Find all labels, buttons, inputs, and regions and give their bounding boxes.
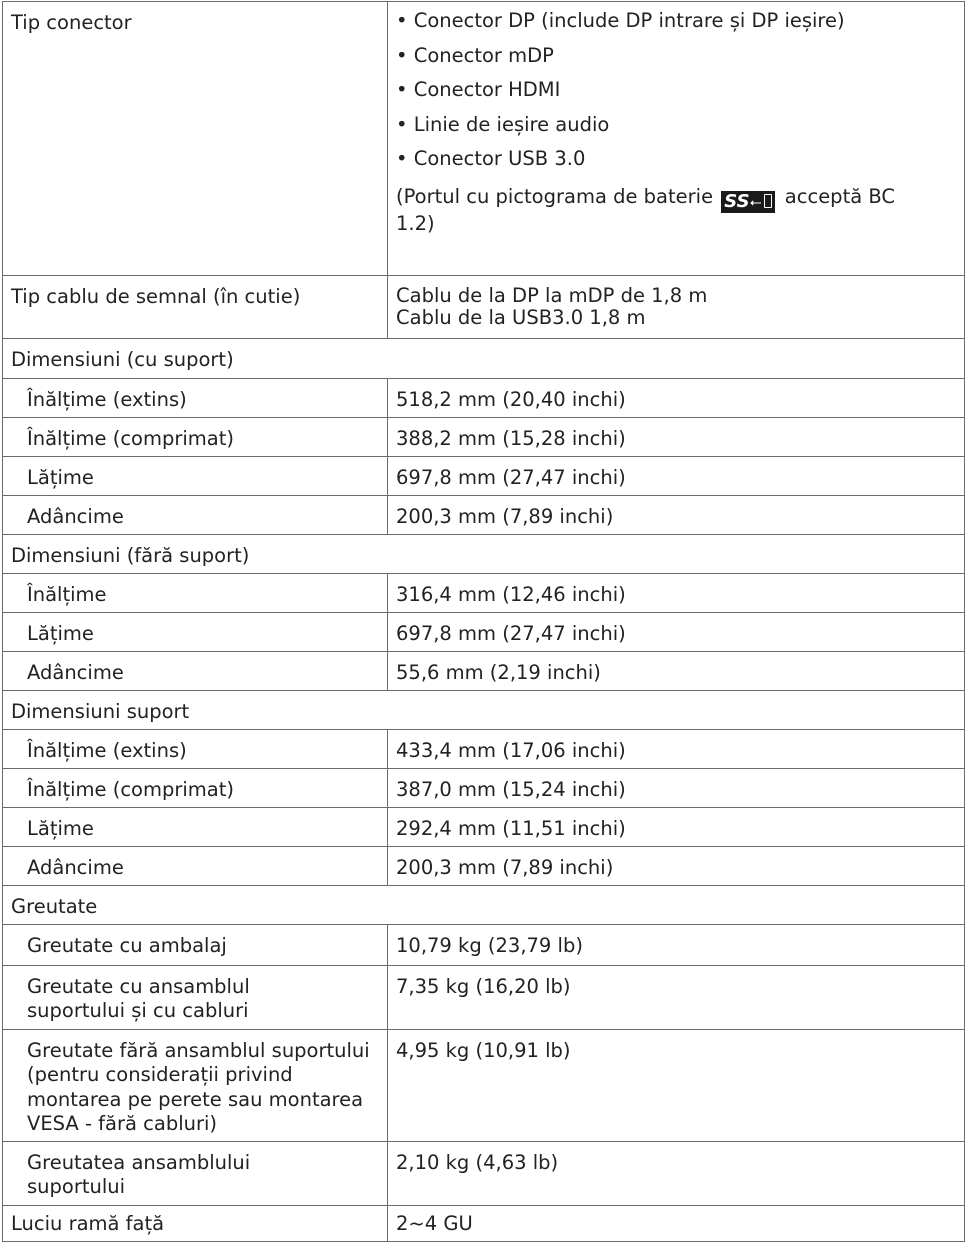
- row-value: 518,2 mm (20,40 inchi): [387, 378, 965, 418]
- row-label: Înălțime: [2, 573, 388, 613]
- list-item: • Linie de ieșire audio: [396, 112, 610, 136]
- note-text-before: (Portul cu pictograma de baterie: [396, 184, 714, 208]
- table-row: Greutate cu ansamblul suportului și cu c…: [2, 965, 965, 1030]
- signal-cable-row: Tip cablu de semnal (în cutie) Cablu de …: [2, 275, 965, 339]
- usb-ss-battery-icon: SS⭠: [721, 190, 775, 213]
- table-row: Adâncime 200,3 mm (7,89 inchi): [2, 495, 965, 535]
- gloss-label: Luciu ramă față: [2, 1205, 388, 1242]
- table-row: Lățime 697,8 mm (27,47 inchi): [2, 612, 965, 652]
- cable-line: Cablu de la USB3.0 1,8 m: [396, 306, 646, 329]
- row-label: Adâncime: [2, 495, 388, 535]
- row-label: Greutatea ansamblului suportului: [2, 1141, 388, 1206]
- connector-value: • Conector DP (include DP intrare și DP …: [387, 1, 965, 276]
- table-row: Adâncime 200,3 mm (7,89 inchi): [2, 846, 965, 886]
- row-label: Adâncime: [2, 846, 388, 886]
- table-row: Greutate fără ansamblul suportului (pent…: [2, 1029, 965, 1142]
- connector-bullet-list: • Conector DP (include DP intrare și DP …: [396, 7, 956, 180]
- row-value: 697,8 mm (27,47 inchi): [387, 612, 965, 652]
- connector-label: Tip conector: [2, 1, 388, 276]
- note-text-tail: 1.2): [396, 211, 435, 235]
- table-row: Greutatea ansamblului suportului 2,10 kg…: [2, 1141, 965, 1206]
- table-row: Adâncime 55,6 mm (2,19 inchi): [2, 651, 965, 691]
- row-value: 10,79 kg (23,79 lb): [387, 924, 965, 966]
- cable-line: Cablu de la DP la mDP de 1,8 m: [396, 284, 708, 307]
- section-header-row: Dimensiuni (fără suport): [2, 534, 965, 574]
- list-item: • Conector USB 3.0: [396, 147, 586, 171]
- row-label: Lățime: [2, 612, 388, 652]
- row-label: Greutate cu ambalaj: [2, 924, 388, 966]
- table-row: Greutate cu ambalaj 10,79 kg (23,79 lb): [2, 924, 965, 966]
- battery-port-note: (Portul cu pictograma de baterie SS⭠ acc…: [396, 180, 956, 214]
- list-item: • Conector mDP: [396, 43, 554, 67]
- section-header-row: Greutate: [2, 885, 965, 925]
- signal-cable-value: Cablu de la DP la mDP de 1,8 m Cablu de …: [387, 275, 965, 339]
- row-label: Înălțime (comprimat): [2, 417, 388, 457]
- row-label: Greutate cu ansamblul suportului și cu c…: [2, 965, 388, 1030]
- table-row: Lățime 697,8 mm (27,47 inchi): [2, 456, 965, 496]
- row-label: Înălțime (comprimat): [2, 768, 388, 808]
- row-value: 2,10 kg (4,63 lb): [387, 1141, 965, 1206]
- row-label: Lățime: [2, 456, 388, 496]
- row-value: 292,4 mm (11,51 inchi): [387, 807, 965, 847]
- row-value: 387,0 mm (15,24 inchi): [387, 768, 965, 808]
- row-value: 4,95 kg (10,91 lb): [387, 1029, 965, 1142]
- note-text-after: acceptă BC: [784, 184, 896, 208]
- list-item: • Conector DP (include DP intrare și DP …: [396, 9, 845, 32]
- connector-row: Tip conector • Conector DP (include DP i…: [2, 1, 965, 276]
- row-label: Înălțime (extins): [2, 729, 388, 769]
- row-value: 697,8 mm (27,47 inchi): [387, 456, 965, 496]
- gloss-value: 2~4 GU: [387, 1205, 965, 1242]
- row-label: Greutate fără ansamblul suportului (pent…: [2, 1029, 388, 1142]
- row-label: Lățime: [2, 807, 388, 847]
- gloss-row: Luciu ramă față 2~4 GU: [2, 1205, 965, 1242]
- table-row: Înălțime 316,4 mm (12,46 inchi): [2, 573, 965, 613]
- table-row: Înălțime (comprimat) 387,0 mm (15,24 inc…: [2, 768, 965, 808]
- row-value: 200,3 mm (7,89 inchi): [387, 495, 965, 535]
- row-label: Adâncime: [2, 651, 388, 691]
- list-item: • Conector HDMI: [396, 78, 561, 102]
- row-value: 200,3 mm (7,89 inchi): [387, 846, 965, 886]
- row-value: 55,6 mm (2,19 inchi): [387, 651, 965, 691]
- section-title: Greutate: [2, 885, 965, 925]
- row-value: 7,35 kg (16,20 lb): [387, 965, 965, 1030]
- row-value: 316,4 mm (12,46 inchi): [387, 573, 965, 613]
- table-row: Înălțime (extins) 433,4 mm (17,06 inchi): [2, 729, 965, 769]
- section-header-row: Dimensiuni suport: [2, 690, 965, 730]
- section-title: Dimensiuni (fără suport): [2, 534, 965, 574]
- row-value: 433,4 mm (17,06 inchi): [387, 729, 965, 769]
- table-row: Înălțime (extins) 518,2 mm (20,40 inchi): [2, 378, 965, 418]
- section-header-row: Dimensiuni (cu suport): [2, 338, 965, 379]
- table-row: Înălțime (comprimat) 388,2 mm (15,28 inc…: [2, 417, 965, 457]
- signal-cable-label: Tip cablu de semnal (în cutie): [2, 275, 388, 339]
- section-title: Dimensiuni (cu suport): [2, 338, 965, 379]
- row-value: 388,2 mm (15,28 inchi): [387, 417, 965, 457]
- table-row: Lățime 292,4 mm (11,51 inchi): [2, 807, 965, 847]
- row-label: Înălțime (extins): [2, 378, 388, 418]
- section-title: Dimensiuni suport: [2, 690, 965, 730]
